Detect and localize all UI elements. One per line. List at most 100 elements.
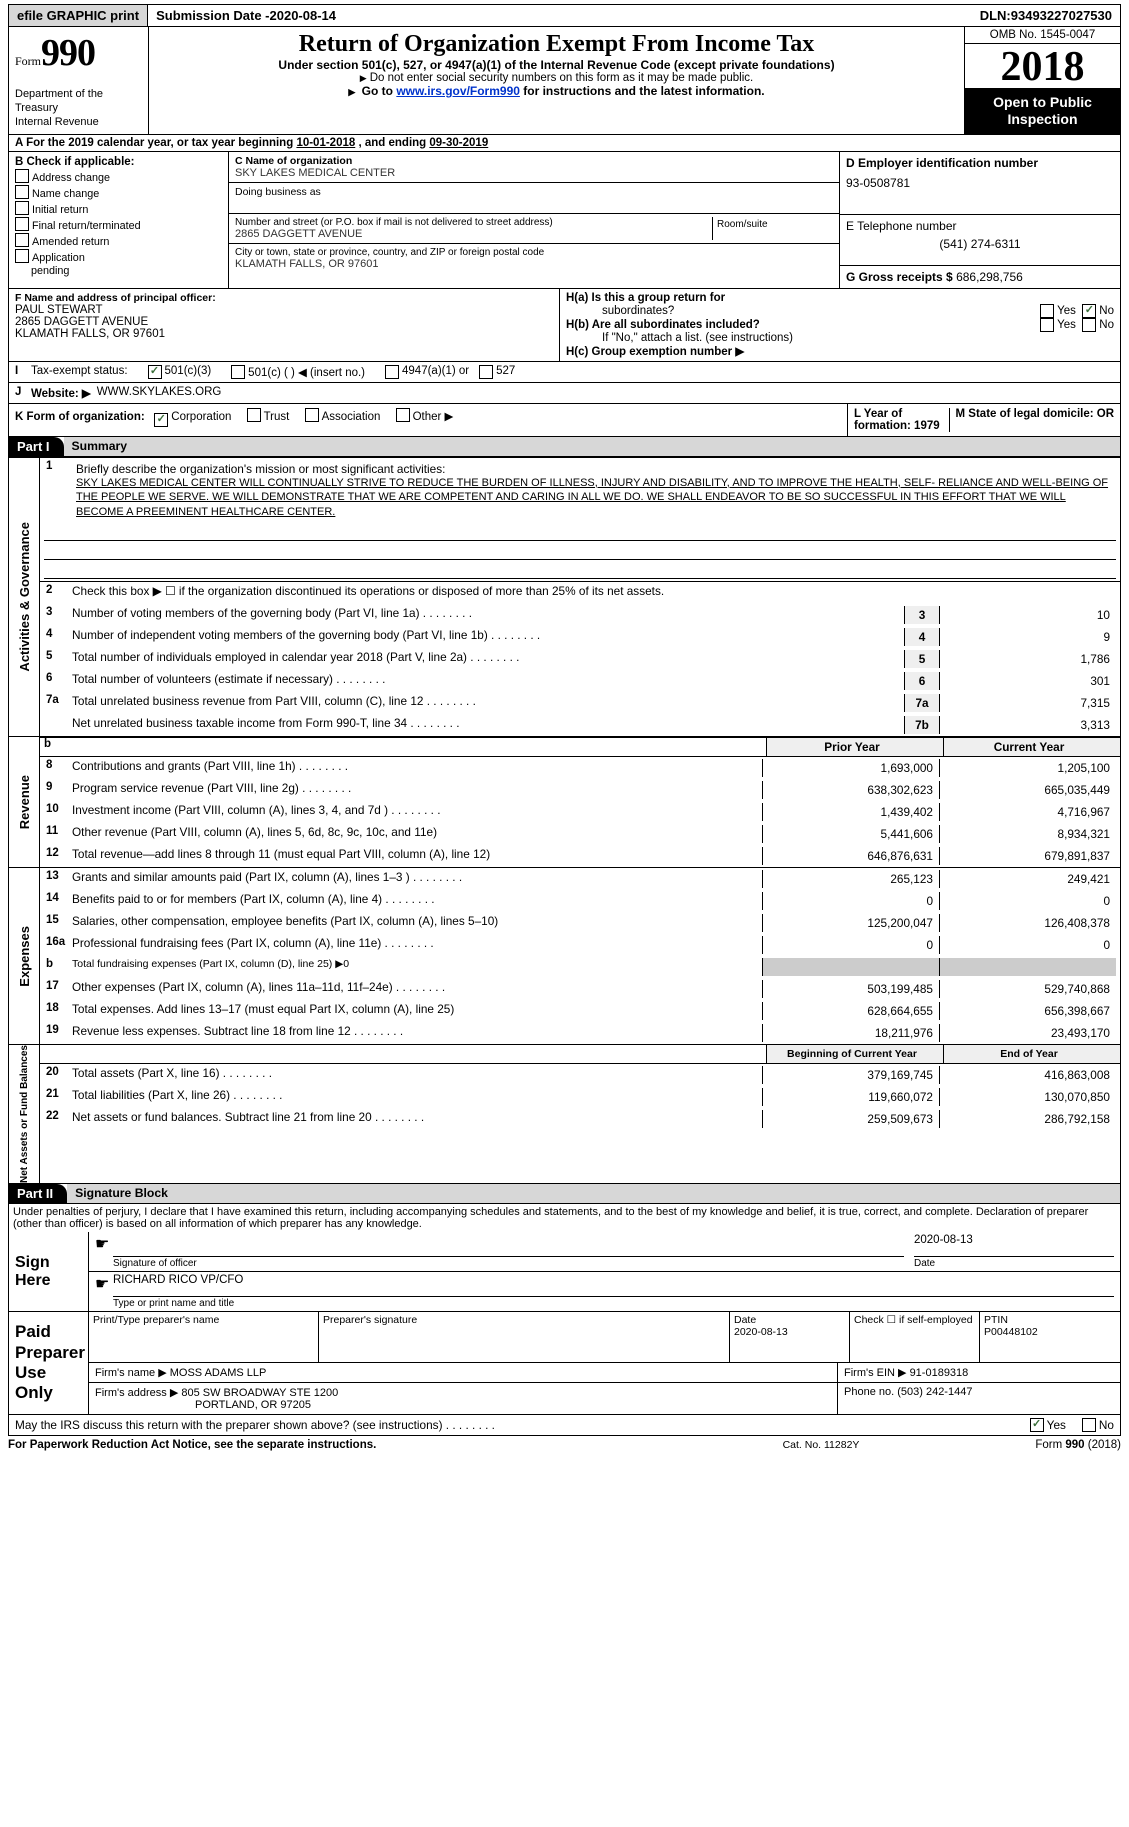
open-to-public: Open to Public Inspection xyxy=(965,88,1120,134)
type-name-label: Type or print name and title xyxy=(113,1296,1114,1309)
firm-addr2: PORTLAND, OR 97205 xyxy=(95,1399,311,1411)
ln7a-cell: 7a xyxy=(904,694,939,712)
cb-4947[interactable] xyxy=(385,365,399,379)
submission-date-label: Submission Date - xyxy=(156,8,269,23)
addr-label: Number and street (or P.O. box if mail i… xyxy=(235,217,712,228)
ln22-num: 22 xyxy=(44,1110,72,1122)
cb-association[interactable] xyxy=(305,408,319,422)
sub3-a: Go to xyxy=(362,84,397,98)
footer-right: Form 990 (2018) xyxy=(921,1439,1121,1451)
paid-preparer-label: Paid Preparer Use Only xyxy=(9,1312,89,1414)
hdr-prior-year: Prior Year xyxy=(766,738,943,756)
ln16b-num: b xyxy=(44,958,72,970)
cb-hb-yes[interactable] xyxy=(1040,318,1054,332)
ln14-prior: 0 xyxy=(762,892,939,910)
ln10-text: Investment income (Part VIII, column (A)… xyxy=(72,803,762,817)
cb-trust[interactable] xyxy=(247,408,261,422)
ln5-text: Total number of individuals employed in … xyxy=(72,650,904,664)
irs-yes: Yes xyxy=(1047,1418,1066,1432)
ln3-value: 10 xyxy=(939,606,1116,624)
sig-officer-label: Signature of officer xyxy=(113,1256,904,1269)
sig-arrow-1: ☛ xyxy=(95,1234,113,1269)
gross-value: 686,298,756 xyxy=(956,270,1023,284)
sig-date-label: Date xyxy=(914,1256,1114,1269)
cb-other[interactable] xyxy=(396,408,410,422)
ln5-num: 5 xyxy=(44,650,72,662)
submission-date-value: 2020-08-14 xyxy=(270,8,337,23)
ln18-num: 18 xyxy=(44,1002,72,1014)
cb-irs-no[interactable] xyxy=(1082,1418,1096,1432)
k-label: K Form of organization: xyxy=(15,411,145,423)
b-header: B Check if applicable: xyxy=(15,156,222,168)
cb-application-pending[interactable] xyxy=(15,249,29,263)
website-value: WWW.SKYLAKES.ORG xyxy=(97,386,222,400)
prep-col-a: Print/Type preparer's name xyxy=(89,1312,319,1363)
lbl-application: Application xyxy=(32,252,85,264)
a-mid: , and ending xyxy=(358,137,429,149)
dept-line3: Internal Revenue xyxy=(15,116,142,130)
cb-final-return[interactable] xyxy=(15,217,29,231)
hb-no: No xyxy=(1099,319,1114,331)
opt-527: 527 xyxy=(496,365,515,379)
ln8-num: 8 xyxy=(44,759,72,771)
ln19-num: 19 xyxy=(44,1024,72,1036)
l-year-formation: L Year of formation: 1979 xyxy=(854,408,940,432)
firm-name-label: Firm's name ▶ xyxy=(95,1367,167,1379)
lbl-initial-return: Initial return xyxy=(32,204,88,216)
ln13-num: 13 xyxy=(44,870,72,882)
ln4-cell: 4 xyxy=(904,628,939,646)
ln18-text: Total expenses. Add lines 13–17 (must eq… xyxy=(72,1002,762,1016)
ln7b-text: Net unrelated business taxable income fr… xyxy=(72,716,904,730)
cb-ha-yes[interactable] xyxy=(1040,304,1054,318)
sub3-b: for instructions and the latest informat… xyxy=(520,84,765,98)
ln11-num: 11 xyxy=(44,825,72,837)
ln16b-curr xyxy=(939,958,1116,976)
form-subtitle-2: Do not enter social security numbers on … xyxy=(155,72,958,84)
ln4-num: 4 xyxy=(44,628,72,640)
efile-print-button[interactable]: efile GRAPHIC print xyxy=(9,5,148,26)
ln19-text: Revenue less expenses. Subtract line 18 … xyxy=(72,1024,762,1038)
irs-link[interactable]: www.irs.gov/Form990 xyxy=(396,84,520,98)
ln5-cell: 5 xyxy=(904,650,939,668)
sign-here-label: Sign Here xyxy=(9,1232,89,1311)
tax-year: 2018 xyxy=(965,44,1120,88)
cb-amended-return[interactable] xyxy=(15,233,29,247)
blank-line-2 xyxy=(44,545,1116,560)
part2-header: Part II xyxy=(9,1184,67,1203)
cb-irs-yes[interactable] xyxy=(1030,1418,1044,1432)
ln20-text: Total assets (Part X, line 16) xyxy=(72,1066,762,1080)
officer-name: PAUL STEWART xyxy=(15,304,553,316)
ln14-num: 14 xyxy=(44,892,72,904)
lbl-amended-return: Amended return xyxy=(32,236,109,248)
footer-left: For Paperwork Reduction Act Notice, see … xyxy=(8,1439,721,1451)
i-label: Tax-exempt status: xyxy=(31,365,128,379)
lbl-address-change: Address change xyxy=(32,172,110,184)
ha-label2: subordinates? xyxy=(566,305,1040,317)
opt-other: Other ▶ xyxy=(413,411,454,423)
ln10-num: 10 xyxy=(44,803,72,815)
cb-name-change[interactable] xyxy=(15,185,29,199)
ha-yes: Yes xyxy=(1057,305,1076,317)
ln13-prior: 265,123 xyxy=(762,870,939,888)
phone-value: (503) 242-1447 xyxy=(897,1386,972,1398)
ln22-beg: 259,509,673 xyxy=(762,1110,939,1128)
cb-ha-no[interactable] xyxy=(1082,304,1096,318)
ln13-curr: 249,421 xyxy=(939,870,1116,888)
cb-corporation[interactable] xyxy=(154,413,168,427)
footer-mid: Cat. No. 11282Y xyxy=(721,1439,921,1451)
part2-title: Signature Block xyxy=(67,1184,1120,1203)
lbl-final-return: Final return/terminated xyxy=(32,220,141,232)
cb-501c3[interactable] xyxy=(148,365,162,379)
cb-501c[interactable] xyxy=(231,365,245,379)
dept-line1: Department of the xyxy=(15,88,142,102)
f-label: F Name and address of principal officer: xyxy=(15,292,553,304)
cb-hb-no[interactable] xyxy=(1082,318,1096,332)
c-name-label: C Name of organization xyxy=(235,155,833,167)
cb-initial-return[interactable] xyxy=(15,201,29,215)
ln15-text: Salaries, other compensation, employee b… xyxy=(72,914,762,928)
part1-title: Summary xyxy=(64,437,1120,456)
ln18-curr: 656,398,667 xyxy=(939,1002,1116,1020)
cb-527[interactable] xyxy=(479,365,493,379)
ln11-curr: 8,934,321 xyxy=(939,825,1116,843)
cb-address-change[interactable] xyxy=(15,169,29,183)
